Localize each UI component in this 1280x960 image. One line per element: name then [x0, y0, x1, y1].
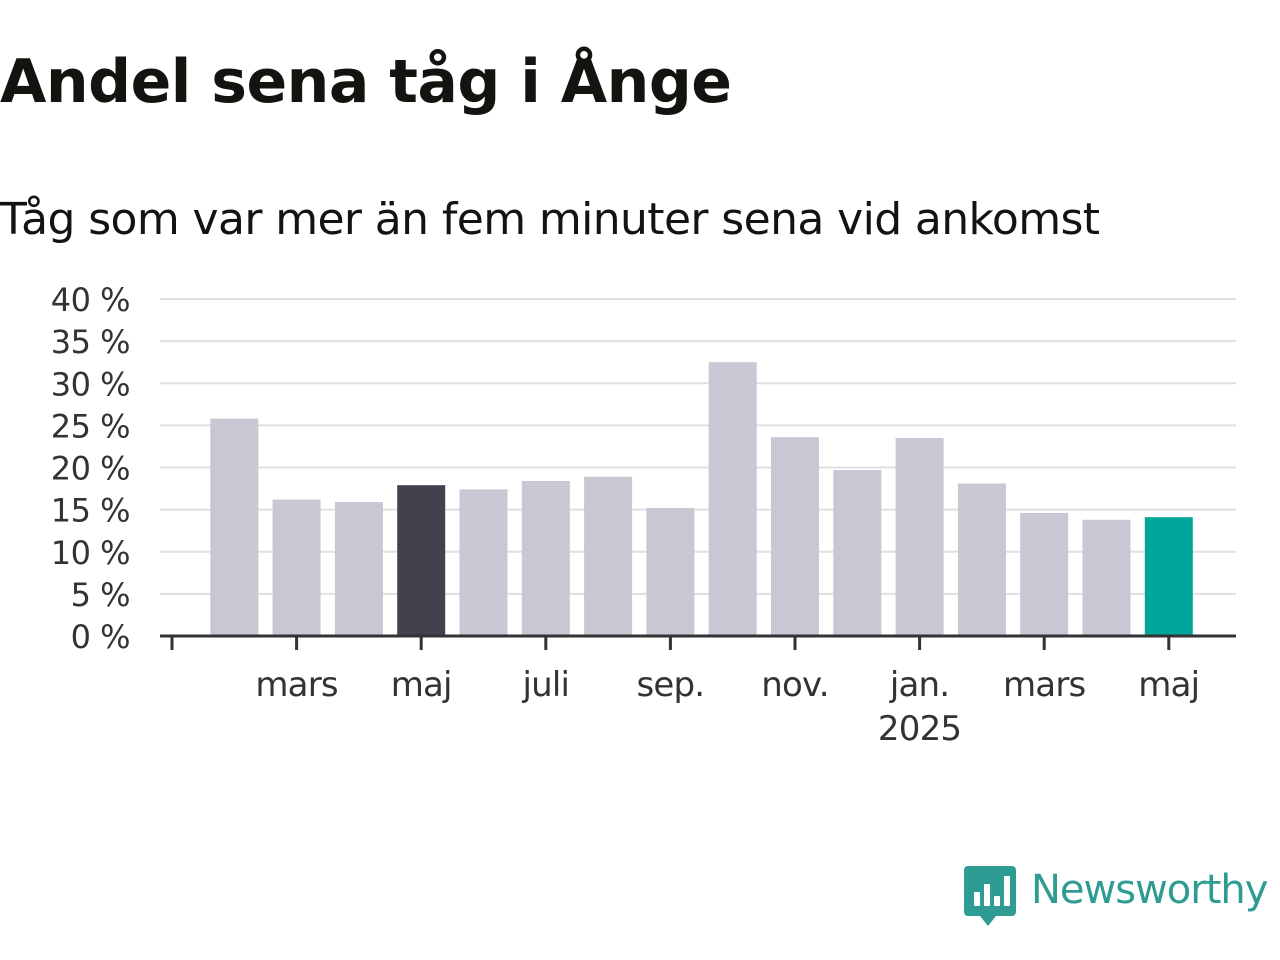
chart-title: Andel sena tåg i Ånge [0, 47, 732, 117]
y-tick-label: 10 % [51, 534, 130, 572]
bar-2025-05 [1144, 517, 1193, 636]
chart-subtitle: Tåg som var mer än fem minuter sena vid … [0, 194, 1100, 245]
x-tick-label: mars [255, 665, 338, 705]
bar-2024-12 [833, 470, 882, 636]
bars [210, 362, 1193, 636]
y-tick-label: 15 % [51, 492, 130, 530]
bar-2024-02 [210, 418, 259, 636]
bar-chart: 0 % 5 % 10 % 15 % 20 % 25 % 30 % 35 % 40 % mars ma… [51, 281, 1236, 749]
gridlines [160, 298, 1236, 595]
x-tick-label: mars [1003, 665, 1086, 705]
bar-2025-04 [1082, 519, 1131, 636]
axis-labels: 0 % 5 % 10 % 15 % 20 % 25 % 30 % 35 % 40 % mars ma… [51, 281, 1200, 749]
x-tick-label-year: 2025 [878, 709, 961, 749]
x-tick-label: juli [521, 665, 569, 705]
y-tick-label: 5 % [71, 576, 130, 614]
y-tick-label: 0 % [71, 618, 130, 656]
y-tick-label: 35 % [51, 323, 130, 361]
bar-2024-05 [397, 485, 446, 636]
bar-2024-06 [459, 489, 508, 636]
brand-logo: Newsworthy [964, 864, 1276, 928]
y-tick-label: 40 % [51, 281, 130, 319]
bar-2024-09 [646, 507, 695, 636]
x-tick-label: jan. [889, 665, 949, 705]
x-tick-label: maj [391, 665, 452, 705]
bar-2025-01 [895, 438, 944, 636]
bar-2024-11 [771, 437, 819, 636]
bar-2024-07 [521, 480, 570, 636]
bar-chart-speech-bubble-icon [964, 866, 1016, 926]
bar-2024-03 [272, 499, 321, 636]
y-tick-label: 30 % [51, 365, 130, 403]
x-tick-label: sep. [636, 665, 704, 705]
x-tick-label: nov. [761, 665, 828, 705]
bar-2025-02 [957, 483, 1006, 636]
brand-name: Newsworthy [1031, 867, 1268, 913]
bar-2024-10 [708, 362, 757, 636]
bar-2024-08 [584, 476, 633, 636]
x-tick-label: maj [1138, 665, 1199, 705]
y-tick-label: 20 % [51, 450, 130, 488]
bar-2025-03 [1020, 512, 1069, 636]
bar-2024-04 [334, 502, 383, 636]
y-tick-label: 25 % [51, 407, 130, 445]
x-axis [160, 634, 1236, 650]
